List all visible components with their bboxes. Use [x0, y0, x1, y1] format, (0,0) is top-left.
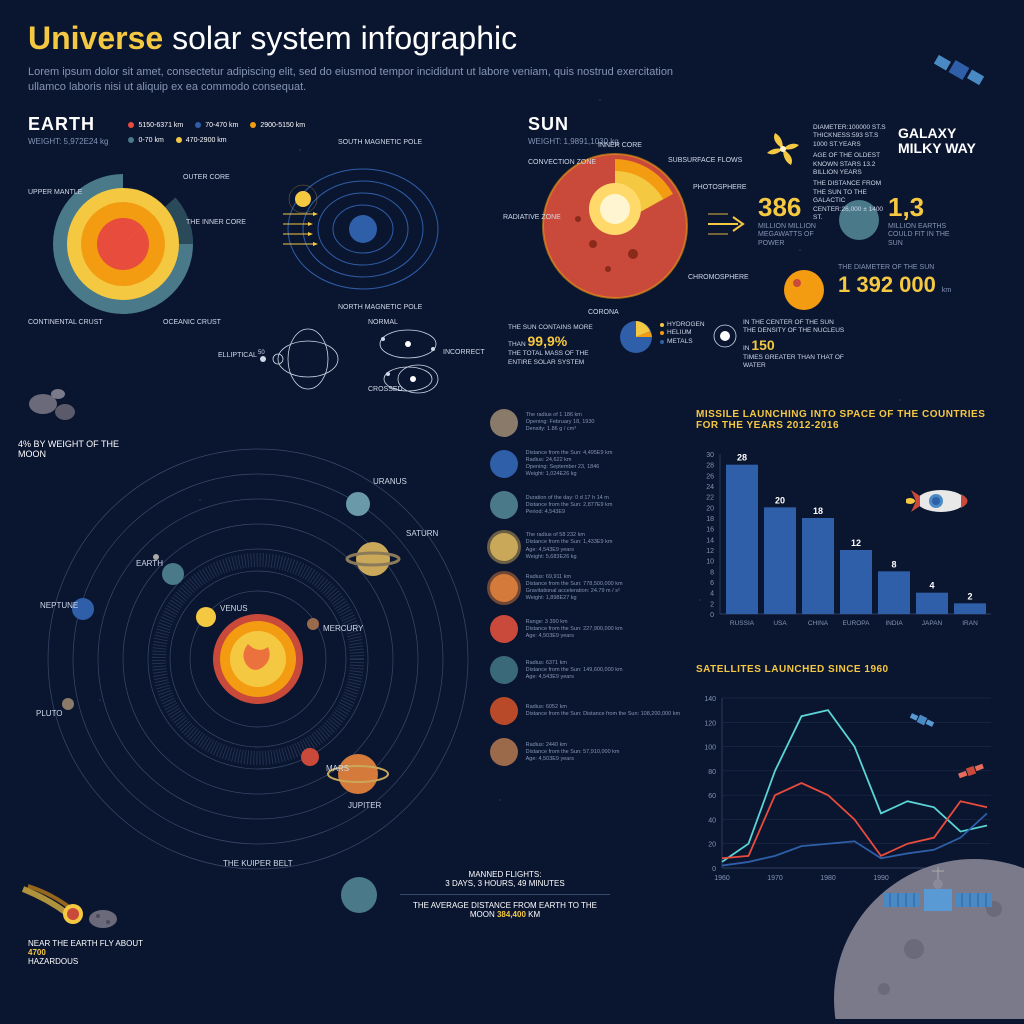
svg-text:80: 80 [708, 769, 716, 776]
svg-text:USA: USA [773, 620, 787, 627]
planet-row: The radius of 1 186 km Opening: February… [490, 409, 686, 437]
svg-text:28: 28 [737, 452, 747, 462]
svg-text:0: 0 [712, 866, 716, 873]
planet-circle-icon [340, 876, 378, 914]
orbit-types: 50 [248, 324, 468, 394]
sun-small-icon [783, 269, 825, 311]
planet-row: Radius: 6052 km Distance from the Sun: D… [490, 697, 686, 725]
svg-text:8: 8 [710, 569, 714, 576]
arrow-icon [703, 209, 753, 239]
svg-text:CHINA: CHINA [808, 620, 829, 627]
svg-text:20: 20 [706, 505, 714, 512]
galaxy-icon [763, 129, 803, 169]
planet-row: Distance from the Sun: 4,495E9 km Radius… [490, 450, 686, 479]
planet-row: Duration of the day: 0 d 17 h 14 m Dista… [490, 491, 686, 519]
near-earth-stat: NEAR THE EARTH FLY ABOUT 4700 HAZARDOUS [28, 939, 148, 966]
svg-text:2: 2 [710, 601, 714, 608]
planet-row: Range: 3 390 km Distance from the Sun: 2… [490, 615, 686, 643]
sun-cutaway [538, 149, 693, 304]
asteroids-icon [23, 384, 93, 434]
svg-text:1960: 1960 [714, 875, 730, 882]
satellite-small-icon [908, 708, 936, 732]
bar-chart-title: MISSILE LAUNCHING INTO SPACE OF THE COUN… [696, 409, 996, 431]
svg-text:8: 8 [891, 559, 896, 569]
svg-text:10: 10 [706, 558, 714, 565]
svg-text:6: 6 [710, 580, 714, 587]
planet-row: Radius: 69,911 km Distance from the Sun:… [490, 574, 686, 603]
planet-row: Radius: 6371 km Distance from the Sun: 1… [490, 656, 686, 684]
satellite-icon [929, 45, 989, 95]
satellite-small-icon [956, 758, 986, 784]
line-chart-title: SATELLITES LAUNCHED SINCE 1960 [696, 664, 996, 675]
svg-text:14: 14 [706, 537, 714, 544]
svg-text:1970: 1970 [767, 875, 783, 882]
svg-text:4: 4 [929, 580, 934, 590]
svg-text:100: 100 [704, 744, 716, 751]
galaxy-title: GALAXYMILKY WAY [898, 126, 976, 157]
svg-text:0: 0 [710, 612, 714, 619]
svg-text:24: 24 [706, 484, 714, 491]
comet-icon [18, 884, 128, 939]
svg-text:26: 26 [706, 473, 714, 480]
earth-title: EARTH [28, 114, 108, 135]
svg-text:20: 20 [775, 495, 785, 505]
svg-text:30: 30 [706, 452, 714, 459]
magnetic-field [278, 144, 448, 314]
svg-text:JAPAN: JAPAN [922, 620, 943, 627]
bar-chart: 02468101214161820222426283028RUSSIA20USA… [696, 439, 996, 639]
svg-text:18: 18 [813, 506, 823, 516]
svg-text:28: 28 [706, 462, 714, 469]
svg-text:16: 16 [706, 526, 714, 533]
planet-row: Radius: 2440 km Distance from the Sun: 5… [490, 738, 686, 766]
subtitle: Lorem ipsum dolor sit amet, consectetur … [28, 65, 708, 96]
earth-section: EARTH WEIGHT: 5,972E24 kg 5150-6371 km70… [28, 114, 508, 394]
svg-text:50: 50 [258, 350, 265, 356]
svg-text:4: 4 [710, 590, 714, 597]
svg-text:22: 22 [706, 494, 714, 501]
svg-text:12: 12 [706, 548, 714, 555]
moon-large-icon [794, 819, 1024, 1019]
rocket-icon [906, 474, 981, 529]
sun-section: SUN WEIGHT: 1,9891,1030 kg INNER CORE CO… [528, 114, 996, 394]
svg-text:EUROPA: EUROPA [843, 620, 871, 627]
svg-text:IRAN: IRAN [962, 620, 978, 627]
svg-text:40: 40 [708, 817, 716, 824]
nucleus-icon [713, 324, 737, 348]
svg-text:60: 60 [708, 793, 716, 800]
pie-chart [618, 319, 654, 355]
svg-text:20: 20 [708, 841, 716, 848]
svg-text:140: 140 [704, 696, 716, 703]
svg-text:RUSSIA: RUSSIA [730, 620, 755, 627]
earth-legend: 5150-6371 km70-470 km2900-5150 km0-70 km… [128, 120, 328, 146]
page-title: Universe solar system infographic [28, 20, 996, 57]
planet-row: The radius of 58 232 km Distance from th… [490, 532, 686, 561]
svg-text:18: 18 [706, 516, 714, 523]
svg-text:12: 12 [851, 538, 861, 548]
svg-text:INDIA: INDIA [885, 620, 903, 627]
svg-text:2: 2 [967, 591, 972, 601]
svg-text:120: 120 [704, 720, 716, 727]
